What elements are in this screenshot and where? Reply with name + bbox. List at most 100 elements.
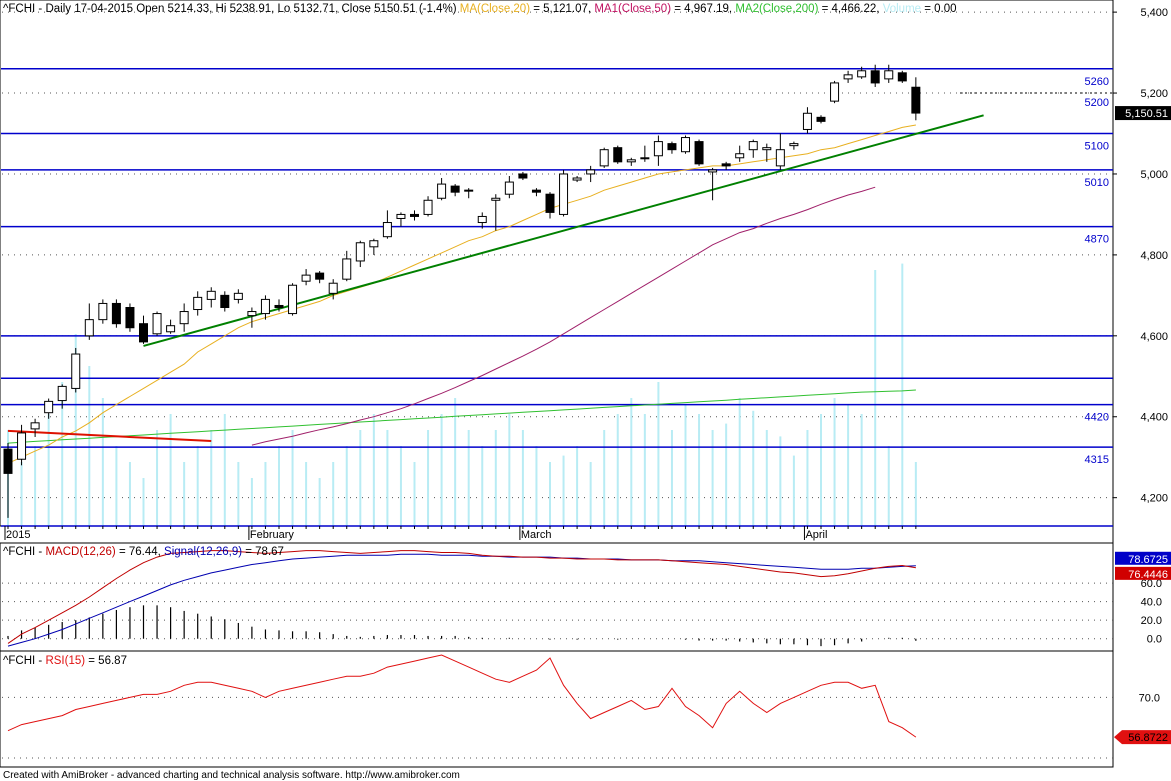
candle bbox=[44, 398, 54, 419]
candle-body-up bbox=[735, 153, 745, 159]
volume-bar bbox=[589, 462, 592, 526]
rsi-value-badge bbox=[1114, 730, 1171, 745]
volume-bar bbox=[237, 462, 240, 526]
candle bbox=[423, 196, 433, 217]
candle-body-down bbox=[125, 306, 135, 329]
volume-bar bbox=[115, 446, 118, 526]
candle bbox=[57, 384, 67, 409]
level-label: 5260 bbox=[1085, 76, 1109, 88]
macd-header: ^FCHI - MACD(12,26) = 76.44, Signal(12,2… bbox=[3, 546, 284, 558]
candle bbox=[694, 139, 704, 166]
candle bbox=[911, 77, 921, 121]
candle bbox=[396, 212, 406, 227]
last-close-label: 5,150.51 bbox=[1125, 108, 1168, 120]
candle-body-up bbox=[491, 197, 501, 201]
candle bbox=[681, 135, 690, 154]
candle bbox=[342, 250, 352, 282]
candle bbox=[139, 315, 148, 344]
candle-body-up bbox=[802, 112, 812, 130]
level-label: 4420 bbox=[1085, 412, 1109, 424]
volume-bar bbox=[792, 455, 795, 526]
rsi-header-prefix: ^FCHI - bbox=[3, 655, 45, 667]
candle-body-up bbox=[653, 141, 663, 157]
price-axis: 4,200 4,400 4,600 4,800 5,000 5,200 5,400 5,150… bbox=[1113, 7, 1171, 505]
candle bbox=[816, 115, 826, 124]
price-axis-label: 4,400 bbox=[1140, 412, 1168, 424]
candle bbox=[288, 283, 298, 316]
volume-bar bbox=[576, 446, 579, 526]
candle bbox=[586, 165, 596, 183]
macd-header-value: = 76.44, bbox=[116, 546, 164, 558]
candle-body-up bbox=[586, 169, 596, 175]
volume-bar bbox=[549, 462, 551, 526]
macd-line bbox=[7, 550, 916, 644]
volume-bar bbox=[345, 446, 348, 526]
volume-bar bbox=[88, 366, 91, 526]
candle-body-up bbox=[396, 213, 406, 219]
ma20-header-value: = 5,121.07, bbox=[530, 3, 591, 15]
volume-bar bbox=[752, 410, 755, 526]
volume-bar bbox=[887, 446, 890, 526]
volume-bar bbox=[34, 446, 37, 526]
volume-bar bbox=[372, 414, 375, 526]
candle-body-up bbox=[328, 282, 338, 294]
candle-body-up bbox=[166, 325, 176, 333]
candle bbox=[17, 424, 27, 466]
candle bbox=[247, 307, 257, 328]
volume-bar bbox=[210, 430, 213, 526]
volume-header-label: Volume bbox=[883, 3, 921, 15]
volume-bar bbox=[359, 430, 362, 526]
candle-body-down bbox=[721, 163, 731, 167]
rsi-value-label: 56.8722 bbox=[1128, 732, 1168, 744]
volume-bar bbox=[47, 414, 50, 526]
candle-body-up bbox=[233, 292, 243, 300]
volume-bar bbox=[711, 430, 714, 526]
candle bbox=[369, 238, 379, 255]
rsi-header: ^FCHI - RSI(15) = 56.87 bbox=[3, 655, 127, 667]
ma50-header-value: = 4,967.19, bbox=[671, 3, 732, 15]
candle-body-up bbox=[640, 157, 650, 160]
volume-bar bbox=[169, 414, 172, 526]
candle bbox=[220, 291, 230, 312]
macd-axis-label: 60.0 bbox=[1141, 578, 1162, 590]
volume-bar bbox=[603, 430, 606, 526]
volume-bar bbox=[535, 446, 538, 526]
candle-body-up bbox=[206, 290, 216, 300]
candle-body-up bbox=[44, 400, 54, 414]
candle-body-up bbox=[30, 422, 40, 430]
candle bbox=[166, 319, 176, 334]
candle bbox=[870, 64, 880, 87]
macd-axis-label: 20.0 bbox=[1141, 615, 1162, 627]
candle-body-down bbox=[911, 86, 921, 114]
month-label: February bbox=[250, 529, 295, 541]
candle-body-up bbox=[708, 169, 718, 173]
candle bbox=[857, 66, 867, 79]
candle-body-down bbox=[111, 302, 121, 325]
candle-body-down bbox=[220, 294, 230, 308]
candle-body-up bbox=[572, 177, 582, 181]
candle-body-up bbox=[152, 313, 162, 335]
candle bbox=[315, 271, 325, 284]
volume-bar bbox=[860, 414, 863, 526]
rsi-indicator: 70.0 56.8722 bbox=[2, 654, 1171, 759]
level-label: 5100 bbox=[1085, 141, 1109, 153]
candle bbox=[179, 303, 189, 332]
candle bbox=[111, 299, 121, 328]
price-axis-label: 5,200 bbox=[1140, 88, 1168, 100]
candle bbox=[71, 347, 81, 393]
candle bbox=[884, 64, 894, 83]
volume-bar bbox=[250, 478, 253, 526]
price-axis-label: 4,800 bbox=[1140, 250, 1168, 262]
candle bbox=[735, 145, 745, 162]
candle bbox=[30, 418, 40, 437]
candle-body-up bbox=[288, 284, 298, 315]
trendlines bbox=[7, 114, 984, 443]
candle-body-up bbox=[884, 70, 894, 80]
footer-credit: Created with AmiBroker - advanced charti… bbox=[3, 770, 460, 781]
ma20-header-label: MA(Close,20) bbox=[460, 3, 530, 15]
candle-body-up bbox=[342, 258, 352, 280]
volume-bar bbox=[494, 430, 497, 526]
volume-bar bbox=[20, 462, 23, 526]
candle bbox=[206, 287, 216, 308]
